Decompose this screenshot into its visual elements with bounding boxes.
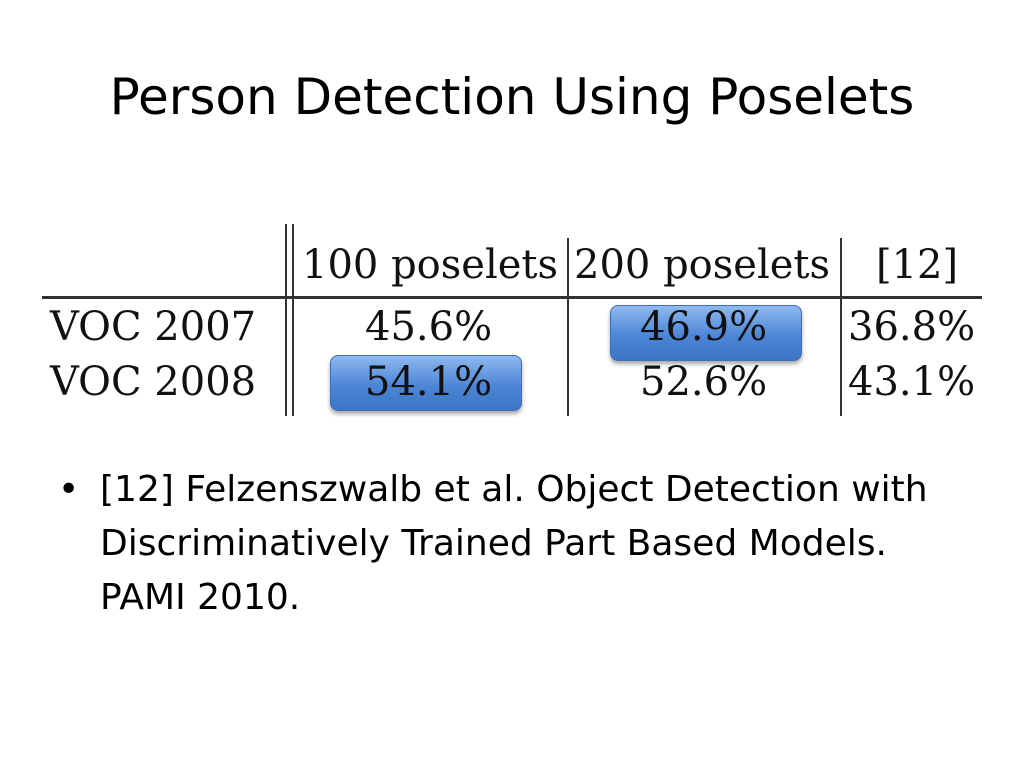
row-label-voc2008: VOC 2008 bbox=[50, 359, 257, 405]
slide-title: Person Detection Using Poselets bbox=[109, 68, 915, 126]
reference-citation: [12] Felzenszwalb et al. Object Detectio… bbox=[100, 469, 928, 618]
highlight-voc2008-100 bbox=[330, 355, 522, 411]
cell-voc2008-200: 52.6% bbox=[640, 359, 768, 405]
cell-voc2007-100: 45.6% bbox=[365, 304, 493, 350]
table-divider-double-2 bbox=[292, 224, 294, 416]
highlight-voc2007-200 bbox=[610, 305, 802, 361]
table-divider-col2 bbox=[567, 238, 569, 416]
table-divider-double-1 bbox=[285, 224, 287, 416]
column-header-200-poselets: 200 poselets bbox=[574, 242, 831, 288]
row-label-voc2007: VOC 2007 bbox=[50, 304, 257, 350]
cell-voc2008-100: 54.1% bbox=[365, 359, 493, 405]
table-divider-col3 bbox=[840, 238, 842, 416]
cell-voc2007-200: 46.9% bbox=[640, 304, 768, 350]
cell-voc2008-ref: 43.1% bbox=[848, 359, 976, 405]
column-header-100-poselets: 100 poselets bbox=[302, 242, 559, 288]
cell-voc2007-ref: 36.8% bbox=[848, 304, 976, 350]
table-header-rule bbox=[42, 296, 982, 299]
bullet-icon: • bbox=[58, 469, 80, 510]
column-header-ref-12: [12] bbox=[876, 242, 959, 288]
